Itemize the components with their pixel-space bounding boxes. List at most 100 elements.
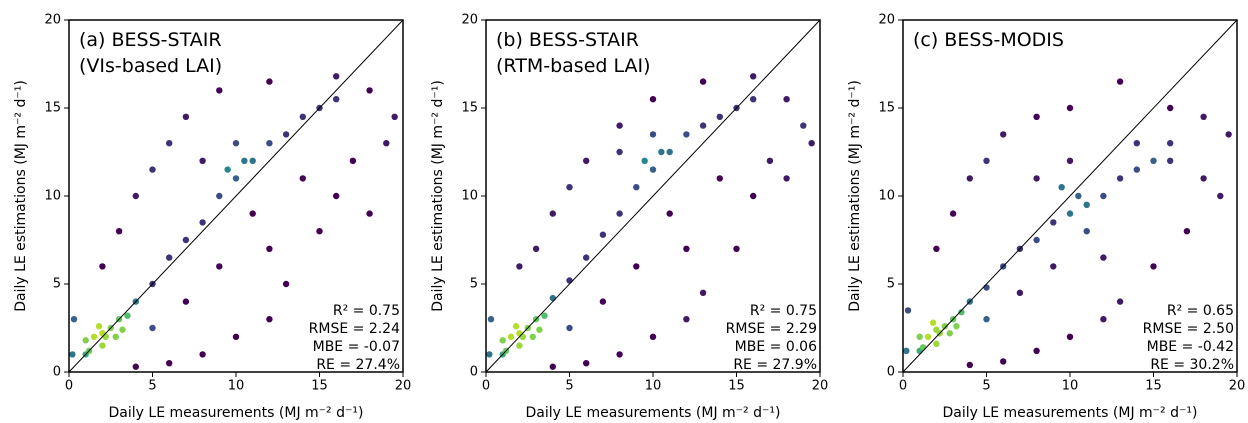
point	[182, 113, 190, 121]
point	[933, 340, 940, 348]
point	[1033, 236, 1040, 244]
point	[1000, 131, 1007, 138]
panel: 0 5 10 15 20 0 5 10 15 20 Daily LE measurements (M…	[430, 13, 828, 422]
point	[266, 316, 273, 323]
point	[95, 323, 103, 330]
point	[666, 210, 673, 217]
x-tick-label: 5	[565, 379, 573, 394]
point	[149, 324, 156, 332]
point	[649, 96, 657, 103]
y-tick-label: 10	[461, 189, 478, 204]
y-tick-label: 10	[44, 189, 61, 204]
point	[1133, 166, 1141, 173]
point	[282, 280, 290, 288]
point	[532, 245, 540, 252]
stat-label: MBE = -0.42	[1147, 339, 1234, 355]
point	[933, 245, 940, 252]
stat-label: MBE = -0.07	[313, 339, 400, 355]
point	[1167, 104, 1174, 112]
x-tick-label: 5	[982, 379, 990, 394]
y-tick-label: 5	[470, 277, 478, 292]
x-tick-label: 20	[1229, 379, 1246, 394]
y-tick-label: 20	[44, 13, 61, 28]
point	[499, 337, 506, 344]
point	[333, 96, 340, 103]
x-tick-label: 0	[482, 379, 490, 394]
point	[1116, 175, 1124, 182]
point	[953, 323, 960, 330]
stat-label: R² = 0.65	[1167, 303, 1234, 319]
point	[99, 263, 106, 270]
point	[1033, 113, 1040, 121]
point	[983, 316, 990, 323]
y-tick-label: 5	[887, 277, 895, 292]
point	[132, 363, 139, 370]
point	[616, 351, 623, 358]
point	[349, 157, 357, 164]
point	[69, 351, 76, 358]
point	[549, 210, 556, 217]
point	[583, 360, 590, 367]
point	[249, 157, 256, 164]
point	[1183, 228, 1191, 235]
point	[633, 263, 640, 270]
point	[549, 363, 556, 370]
point	[1200, 113, 1207, 121]
point	[566, 184, 573, 191]
point	[1083, 201, 1090, 208]
point	[683, 245, 690, 252]
point	[1075, 192, 1082, 200]
point	[658, 148, 665, 156]
panel-title: (VIs-based LAI)	[79, 55, 222, 77]
point	[199, 351, 206, 358]
point	[946, 330, 953, 337]
point	[1167, 140, 1174, 147]
point	[1200, 175, 1207, 182]
point	[391, 113, 398, 121]
x-axis-label: Daily LE measurements (MJ m⁻² d⁻¹)	[943, 405, 1198, 421]
point	[766, 157, 774, 164]
point	[383, 140, 390, 147]
point	[333, 73, 340, 80]
point	[1225, 131, 1232, 138]
point	[1066, 333, 1074, 340]
x-tick-label: 20	[812, 379, 829, 394]
point	[70, 316, 78, 323]
panel-title: (a) BESS-STAIR	[79, 29, 222, 51]
y-axis-label: Daily LE estimations (MJ m⁻² d⁻¹)	[430, 80, 446, 312]
point	[616, 148, 623, 156]
point	[536, 326, 543, 333]
y-axis-label: Daily LE estimations (MJ m⁻² d⁻¹)	[13, 80, 29, 312]
point	[541, 312, 548, 319]
point	[649, 166, 657, 173]
point	[216, 87, 223, 94]
point	[507, 333, 515, 340]
point	[904, 307, 912, 314]
point	[916, 333, 923, 340]
point	[199, 219, 206, 226]
point	[1116, 298, 1124, 305]
point	[666, 148, 673, 156]
point	[232, 175, 240, 182]
point	[216, 192, 223, 200]
point	[966, 175, 973, 182]
point	[249, 210, 256, 217]
point	[166, 140, 173, 147]
stat-label: RMSE = 2.29	[726, 321, 817, 337]
point	[1050, 219, 1057, 226]
point	[583, 157, 590, 164]
panel-title: (c) BESS-MODIS	[913, 29, 1064, 51]
point	[583, 254, 590, 261]
point	[149, 166, 156, 173]
point	[299, 113, 306, 121]
panel: 0 5 10 15 20 0 5 10 15 20 Daily LE measurements (M…	[847, 13, 1245, 422]
x-tick-label: 10	[1062, 379, 1079, 394]
point	[166, 360, 173, 367]
point	[1100, 316, 1107, 323]
point	[82, 337, 89, 344]
x-tick-label: 10	[645, 379, 662, 394]
point	[800, 122, 807, 129]
point	[529, 333, 536, 340]
y-tick-label: 0	[887, 365, 895, 380]
panel-title: (b) BESS-STAIR	[496, 29, 639, 51]
